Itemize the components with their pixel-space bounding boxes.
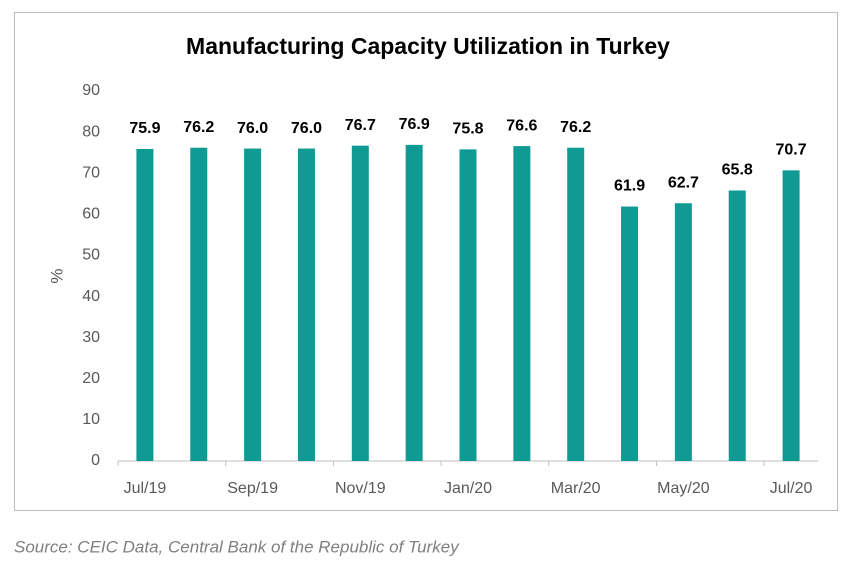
chart-title: Manufacturing Capacity Utilization in Tu… xyxy=(186,33,670,59)
bar xyxy=(674,203,692,461)
x-tick-label: Jul/19 xyxy=(124,480,167,497)
value-label: 76.9 xyxy=(399,116,430,133)
value-label: 76.6 xyxy=(506,117,537,134)
y-axis-label: % xyxy=(47,268,66,283)
y-tick-label: 80 xyxy=(82,123,100,140)
bar xyxy=(567,147,585,461)
bar xyxy=(621,206,639,461)
y-tick-label: 0 xyxy=(91,452,100,469)
bar xyxy=(244,148,262,462)
x-tick-label: Nov/19 xyxy=(335,480,386,497)
value-label: 75.8 xyxy=(452,121,483,138)
y-tick-label: 40 xyxy=(82,288,100,305)
value-label: 76.2 xyxy=(183,119,214,136)
value-label: 61.9 xyxy=(614,178,645,195)
value-label: 70.7 xyxy=(776,142,807,159)
value-label: 75.9 xyxy=(129,120,160,137)
bar xyxy=(351,145,369,461)
x-tick-label: Jul/20 xyxy=(770,480,813,497)
value-label: 76.0 xyxy=(291,120,322,137)
y-tick-label: 50 xyxy=(82,247,100,264)
x-tick-label: Mar/20 xyxy=(551,480,601,497)
value-label: 76.7 xyxy=(345,117,376,134)
bar xyxy=(297,148,315,462)
y-tick-label: 10 xyxy=(82,411,100,428)
y-tick-label: 70 xyxy=(82,164,100,181)
y-tick-label: 90 xyxy=(82,82,100,99)
value-label: 76.0 xyxy=(237,120,268,137)
value-label: 65.8 xyxy=(722,162,753,179)
y-tick-label: 30 xyxy=(82,329,100,346)
y-tick-label: 20 xyxy=(82,370,100,387)
bar xyxy=(190,147,208,461)
y-tick-label: 60 xyxy=(82,206,100,223)
x-tick-label: May/20 xyxy=(657,480,710,497)
bar xyxy=(513,146,531,462)
value-label: 62.7 xyxy=(668,174,699,191)
source-note: Source: CEIC Data, Central Bank of the R… xyxy=(14,537,460,556)
bar xyxy=(459,149,477,461)
x-tick-label: Sep/19 xyxy=(227,480,278,497)
bar xyxy=(728,190,746,461)
bar xyxy=(136,148,154,461)
value-label: 76.2 xyxy=(560,119,591,136)
x-tick-label: Jan/20 xyxy=(444,480,492,497)
bar xyxy=(405,144,423,461)
bar xyxy=(782,170,800,461)
